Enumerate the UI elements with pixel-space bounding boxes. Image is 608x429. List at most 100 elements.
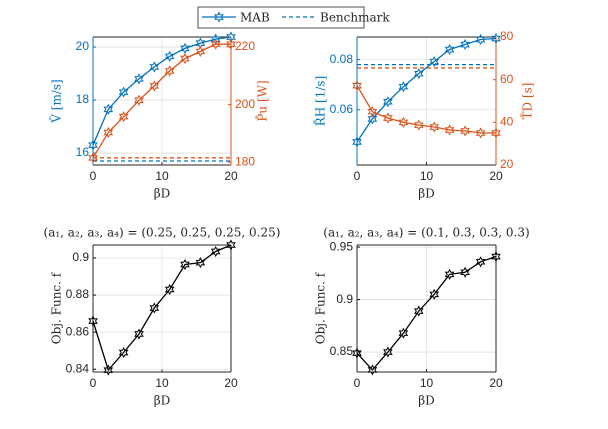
marker <box>149 61 160 73</box>
y2-tick-label: 20 <box>500 157 514 171</box>
y2-tick-label: 180 <box>235 154 255 168</box>
y-tick-label: 0.95 <box>330 239 354 253</box>
x-tick-label: 10 <box>155 169 169 183</box>
series-line <box>356 37 497 143</box>
y2-axis-label: P̄u [W] <box>254 80 269 121</box>
marker <box>413 119 424 131</box>
marker <box>149 80 160 92</box>
marker <box>149 302 160 314</box>
marker <box>226 239 236 251</box>
series-line <box>92 43 231 159</box>
marker <box>383 96 393 108</box>
chart-title: (a₁, a₂, a₃, a₄) = (0.1, 0.3, 0.3, 0.3) <box>323 226 529 240</box>
x-tick-label: 20 <box>489 169 503 183</box>
x-tick-label: 20 <box>224 376 238 390</box>
y2-axis-label: T̄D [s] <box>519 83 534 120</box>
y-axis-label: R̄H [1/s] <box>312 76 327 127</box>
x-tick-label: 20 <box>224 169 238 183</box>
marker <box>444 268 455 280</box>
marker <box>444 43 455 56</box>
marker <box>460 38 470 51</box>
series-line <box>92 36 232 146</box>
legend-box <box>197 6 365 29</box>
marker <box>164 283 175 296</box>
marker <box>134 94 144 106</box>
y-tick-label: 0.86 <box>66 324 90 338</box>
marker <box>164 65 175 77</box>
x-tick-label: 10 <box>155 376 169 390</box>
marker <box>398 116 409 128</box>
x-tick-label: 20 <box>489 376 503 390</box>
marker <box>134 73 144 85</box>
marker <box>134 328 144 340</box>
legend-marker <box>214 11 224 23</box>
marker <box>429 121 440 133</box>
x-tick-label: 10 <box>420 169 434 183</box>
chart-title: (a₁, a₂, a₃, a₄) = (0.25, 0.25, 0.25, 0.… <box>44 226 281 240</box>
marker <box>491 250 501 263</box>
y-tick-label: 0.06 <box>330 102 354 116</box>
marker <box>103 103 114 115</box>
series-line <box>356 255 497 371</box>
x-tick-label: 0 <box>90 169 97 183</box>
x-tick-label: 0 <box>90 376 97 390</box>
marker <box>398 81 409 93</box>
y-tick-label: 0.9 <box>336 292 353 306</box>
y2-tick-label: 220 <box>235 39 255 53</box>
y-axis-label: Obj. Func. f <box>314 271 328 344</box>
marker <box>367 106 378 118</box>
marker <box>444 124 455 136</box>
marker <box>413 68 424 80</box>
marker <box>429 56 440 68</box>
y2-tick-label: 60 <box>500 72 514 86</box>
legend-label: MAB <box>240 11 270 25</box>
marker <box>383 112 393 124</box>
marker <box>460 125 470 137</box>
marker <box>429 288 440 300</box>
y-tick-label: 0.88 <box>66 287 90 301</box>
marker <box>398 327 409 339</box>
series-line <box>356 85 496 134</box>
y-axis-label: Obj. Func. f <box>50 271 64 344</box>
series-line <box>92 244 232 372</box>
marker <box>226 38 236 50</box>
y-tick-label: 0.85 <box>330 344 354 358</box>
marker <box>195 257 206 269</box>
marker <box>180 53 190 65</box>
marker <box>210 38 221 50</box>
x-tick-label: 0 <box>354 376 361 390</box>
y-tick-label: 0.08 <box>330 52 354 66</box>
y-tick-label: 18 <box>76 92 90 106</box>
marker <box>475 127 486 139</box>
marker <box>383 346 393 358</box>
marker <box>413 305 424 317</box>
marker <box>367 113 378 125</box>
x-axis-label: βD <box>418 187 435 201</box>
marker <box>180 42 190 54</box>
y2-tick-label: 200 <box>235 97 255 111</box>
marker <box>475 256 486 268</box>
marker <box>88 152 98 164</box>
marker <box>491 32 501 45</box>
marker <box>352 79 362 92</box>
y-tick-label: 0.9 <box>72 250 89 264</box>
marker <box>352 347 362 359</box>
marker <box>118 346 129 359</box>
y2-tick-label: 40 <box>500 115 514 129</box>
marker <box>118 111 129 123</box>
y-tick-label: 16 <box>76 145 90 159</box>
x-axis-label: βD <box>154 394 171 408</box>
marker <box>352 136 362 148</box>
marker <box>164 50 175 62</box>
y-tick-label: 20 <box>76 39 90 53</box>
marker <box>195 45 206 57</box>
marker <box>367 364 378 376</box>
marker <box>491 127 501 139</box>
legend-label: Benchmark <box>320 11 390 25</box>
marker <box>210 245 221 258</box>
marker <box>103 364 114 376</box>
x-tick-label: 0 <box>354 169 361 183</box>
x-tick-label: 10 <box>420 376 434 390</box>
marker <box>103 126 114 139</box>
